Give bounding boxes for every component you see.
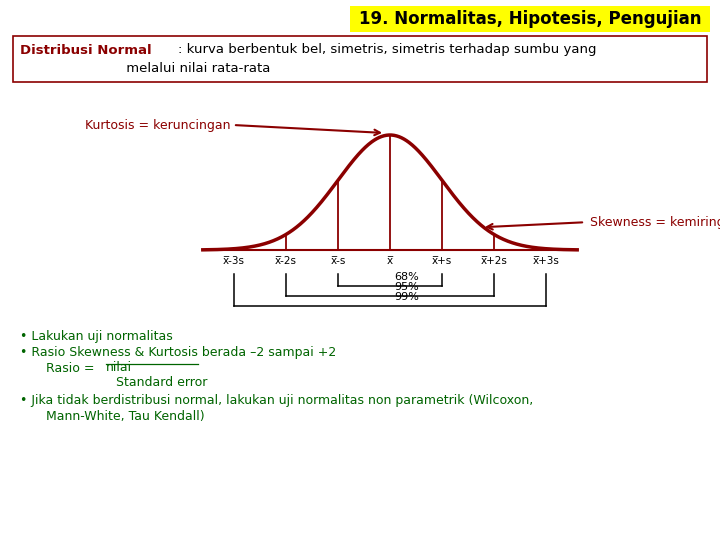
Text: Kurtosis = keruncingan: Kurtosis = keruncingan — [85, 118, 230, 132]
Text: nilai: nilai — [106, 361, 132, 374]
Text: • Rasio Skewness & Kurtosis berada –2 sampai +2: • Rasio Skewness & Kurtosis berada –2 sa… — [20, 346, 336, 359]
Text: x̅+s: x̅+s — [432, 256, 452, 266]
Text: x̅+2s: x̅+2s — [480, 256, 508, 266]
Text: 19. Normalitas, Hipotesis, Pengujian: 19. Normalitas, Hipotesis, Pengujian — [359, 10, 701, 28]
Text: x̅-s: x̅-s — [330, 256, 346, 266]
Text: x̅-2s: x̅-2s — [275, 256, 297, 266]
Text: Rasio =: Rasio = — [34, 362, 99, 375]
FancyBboxPatch shape — [350, 6, 710, 32]
Text: Standard error: Standard error — [116, 376, 207, 389]
Text: • Lakukan uji normalitas: • Lakukan uji normalitas — [20, 330, 173, 343]
Text: Skewness = kemiringan: Skewness = kemiringan — [590, 216, 720, 229]
Text: x̅+3s: x̅+3s — [533, 256, 559, 266]
Text: • Jika tidak berdistribusi normal, lakukan uji normalitas non parametrik (Wilcox: • Jika tidak berdistribusi normal, lakuk… — [20, 394, 534, 407]
Text: 95%: 95% — [394, 282, 419, 292]
Text: : kurva berbentuk bel, simetris, simetris terhadap sumbu yang: : kurva berbentuk bel, simetris, simetri… — [178, 44, 596, 57]
Text: 99%: 99% — [394, 292, 419, 302]
Text: x̅-3s: x̅-3s — [223, 256, 245, 266]
Text: melalui nilai rata-rata: melalui nilai rata-rata — [20, 62, 271, 75]
Text: Distribusi Normal: Distribusi Normal — [20, 44, 152, 57]
Text: x̅: x̅ — [387, 256, 393, 266]
Text: 68%: 68% — [394, 272, 419, 282]
FancyBboxPatch shape — [13, 36, 707, 82]
Text: Mann-White, Tau Kendall): Mann-White, Tau Kendall) — [34, 410, 204, 423]
